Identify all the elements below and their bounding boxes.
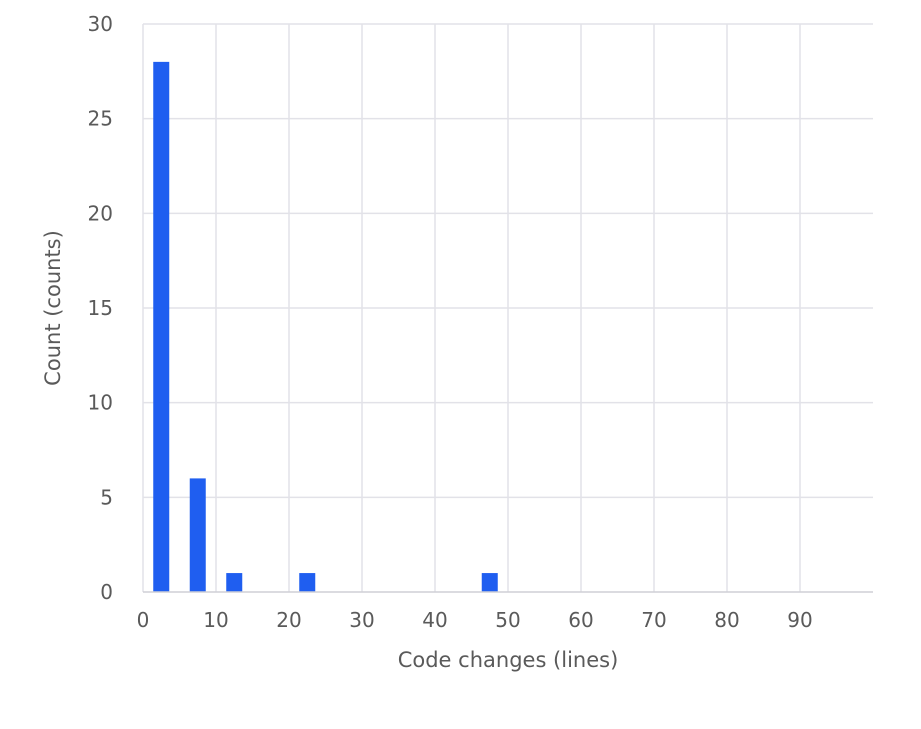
histogram-bar	[481, 573, 498, 592]
bar-layer	[153, 61, 498, 593]
label-layer: 0 5 10 15 20 25 30 0 10 20 30 40 50 60 70 80 90	[88, 12, 813, 632]
x-tick-label: 70	[641, 608, 666, 632]
y-tick-label: 15	[88, 296, 113, 320]
x-tick-label: 30	[349, 608, 374, 632]
grid-layer	[142, 23, 873, 592]
y-tick-label: 5	[100, 485, 113, 509]
x-tick-label: 0	[137, 608, 150, 632]
y-tick-label: 0	[100, 580, 113, 604]
y-tick-label: 25	[88, 107, 113, 131]
x-tick-label: 80	[714, 608, 739, 632]
y-axis-title: Count (counts)	[41, 230, 65, 386]
histogram-bar	[299, 573, 316, 592]
histogram-bar	[153, 61, 170, 593]
x-tick-label: 90	[787, 608, 812, 632]
x-tick-label: 40	[422, 608, 447, 632]
y-tick-label: 20	[88, 201, 113, 225]
histogram-bar	[226, 573, 243, 592]
x-tick-label: 60	[568, 608, 593, 632]
histogram-bar	[189, 478, 206, 592]
x-tick-label: 10	[203, 608, 228, 632]
x-tick-label: 50	[495, 608, 520, 632]
y-tick-label: 10	[88, 391, 113, 415]
y-tick-label: 30	[88, 12, 113, 36]
x-tick-label: 20	[276, 608, 301, 632]
x-axis-title: Code changes (lines)	[398, 648, 619, 672]
